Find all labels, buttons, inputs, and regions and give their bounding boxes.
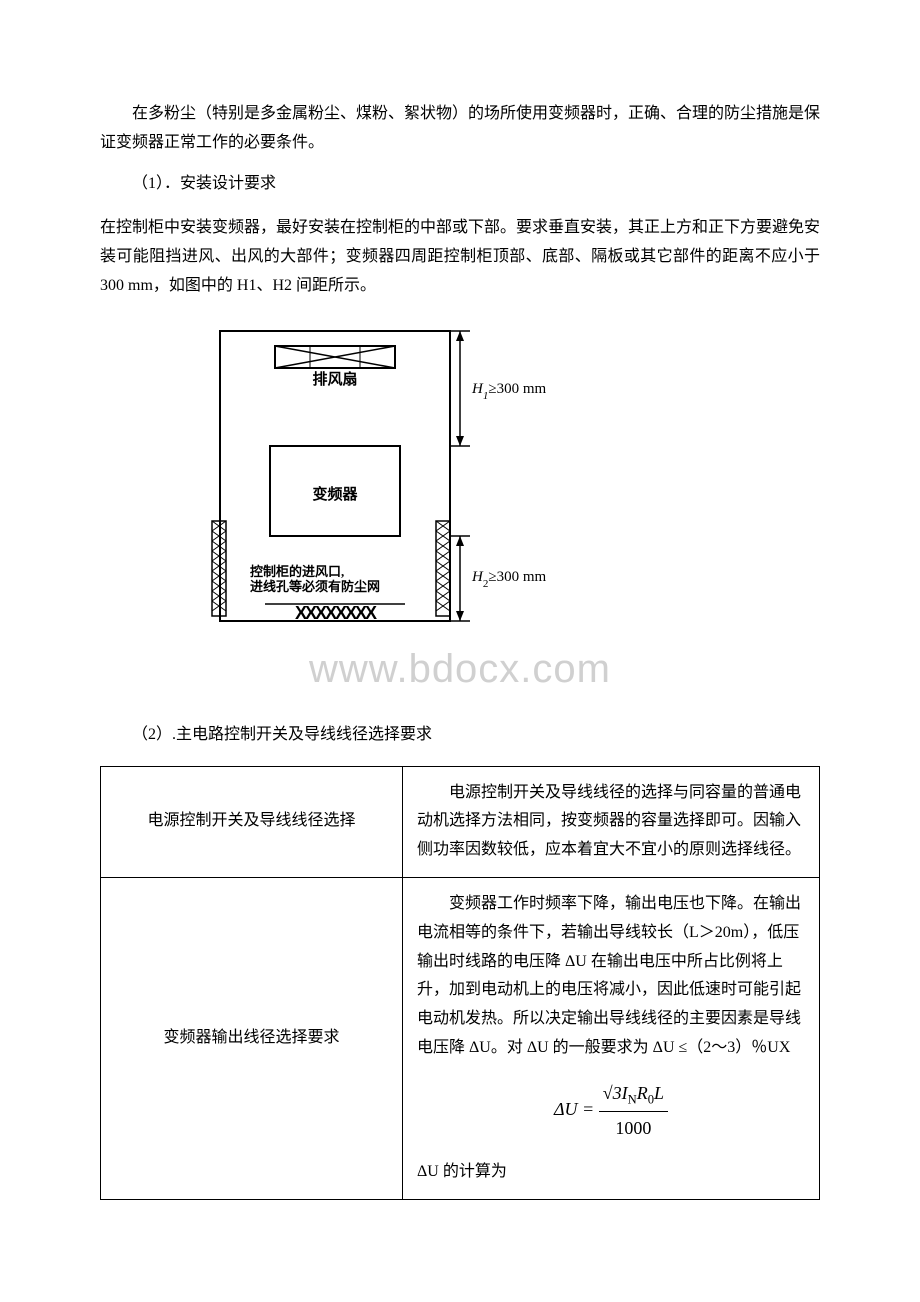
table-row: 电源控制开关及导线线径选择 电源控制开关及导线线径的选择与同容量的普通电动机选择…: [101, 766, 820, 877]
inlet-label-2: 进线孔等必须有防尘网: [250, 579, 380, 594]
section-1-body: 在控制柜中安装变频器，最好安装在控制柜的中部或下部。要求垂直安装，其正上方和正下…: [100, 214, 820, 300]
row1-content-text: 电源控制开关及导线线径的选择与同容量的普通电动机选择方法相同，按变频器的容量选择…: [417, 779, 805, 865]
fan-label: 排风扇: [312, 370, 357, 388]
section-2-title: （2）.主电路控制开关及导线线径选择要求: [100, 721, 820, 750]
installation-diagram: 排风扇 H1≥300 mm 变频器 H2≥300 mm 控制柜的进风口, 进线孔…: [160, 321, 820, 631]
voltage-drop-formula: ΔU = √3INR0L 1000: [417, 1077, 805, 1145]
h2-label: H2≥300 mm: [471, 569, 546, 590]
diagram-svg: 排风扇 H1≥300 mm 变频器 H2≥300 mm 控制柜的进风口, 进线孔…: [160, 321, 580, 631]
inverter-label: 变频器: [312, 485, 358, 503]
watermark: www.bdocx.com: [100, 633, 820, 705]
h1-label: H1≥300 mm: [471, 381, 546, 402]
row2-content: 变频器工作时频率下降，输出电压也下降。在输出电流相等的条件下，若输出导线较长（L…: [402, 877, 819, 1199]
requirements-table: 电源控制开关及导线线径选择 电源控制开关及导线线径的选择与同容量的普通电动机选择…: [100, 766, 820, 1201]
row2-label: 变频器输出线径选择要求: [101, 877, 403, 1199]
table-row: 变频器输出线径选择要求 变频器工作时频率下降，输出电压也下降。在输出电流相等的条…: [101, 877, 820, 1199]
section-1-title: （1）．安装设计要求: [100, 170, 820, 199]
right-dust-screen: [436, 521, 450, 616]
row1-label: 电源控制开关及导线线径选择: [101, 766, 403, 877]
row2-content-p1: 变频器工作时频率下降，输出电压也下降。在输出电流相等的条件下，若输出导线较长（L…: [417, 890, 805, 1063]
row2-content-p2: ΔU 的计算为: [417, 1163, 507, 1180]
intro-paragraph: 在多粉尘（特别是多金属粉尘、煤粉、絮状物）的场所使用变频器时，正确、合理的防尘措…: [100, 100, 820, 158]
row1-content: 电源控制开关及导线线径的选择与同容量的普通电动机选择方法相同，按变频器的容量选择…: [402, 766, 819, 877]
bottom-dust-screen: XXXXXXXX: [295, 603, 377, 623]
inlet-label-1: 控制柜的进风口,: [250, 564, 344, 579]
